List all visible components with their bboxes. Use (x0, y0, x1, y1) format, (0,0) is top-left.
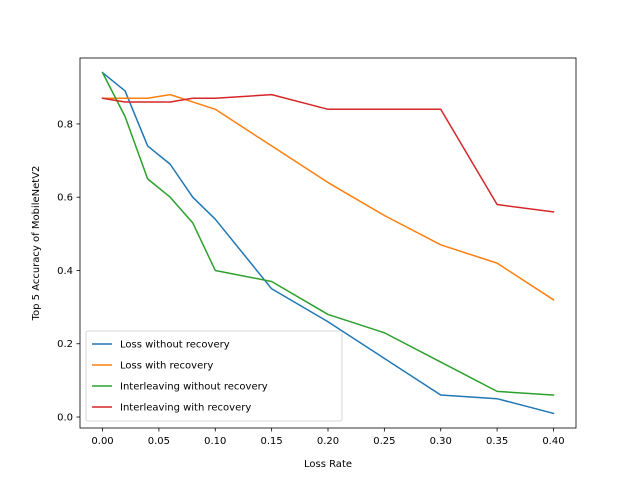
x-tick-label: 0.25 (373, 436, 395, 447)
legend-label-1: Loss without recovery (120, 340, 230, 351)
x-tick-label: 0.35 (486, 436, 508, 447)
x-tick-label: 0.15 (261, 436, 283, 447)
series-line-4 (101, 93, 555, 213)
series-layer (101, 71, 555, 415)
x-tick-label: 0.10 (204, 436, 226, 447)
series-line-1 (101, 71, 555, 415)
legend-label-4: Interleaving with recovery (120, 403, 251, 414)
y-tick-label: 0.8 (57, 119, 73, 130)
x-axis-label: Loss Rate (304, 459, 352, 470)
legend: Loss without recovery Loss with recovery I… (85, 330, 343, 422)
series-line-3 (101, 71, 555, 396)
legend-label-3: Interleaving without recovery (120, 382, 268, 393)
x-ticks: 0.00 0.05 0.10 0.15 0.20 0.25 0.30 0.35 0.40 (91, 428, 565, 447)
y-ticks: 0.0 0.2 0.4 0.6 0.8 (57, 119, 80, 424)
x-tick-label: 0.40 (542, 436, 564, 447)
x-tick-label: 0.30 (430, 436, 452, 447)
y-tick-label: 0.6 (57, 193, 73, 204)
legend-box (85, 330, 343, 422)
x-tick-label: 0.05 (148, 436, 170, 447)
legend-label-2: Loss with recovery (120, 361, 213, 372)
y-tick-label: 0.2 (57, 339, 73, 350)
y-axis-label: Top 5 Accuracy of MobileNetV2 (31, 166, 42, 322)
y-tick-label: 0.4 (57, 266, 73, 277)
series-line-2 (101, 93, 555, 301)
x-tick-label: 0.20 (317, 436, 339, 447)
x-tick-label: 0.00 (91, 436, 113, 447)
y-tick-label: 0.0 (57, 413, 73, 424)
